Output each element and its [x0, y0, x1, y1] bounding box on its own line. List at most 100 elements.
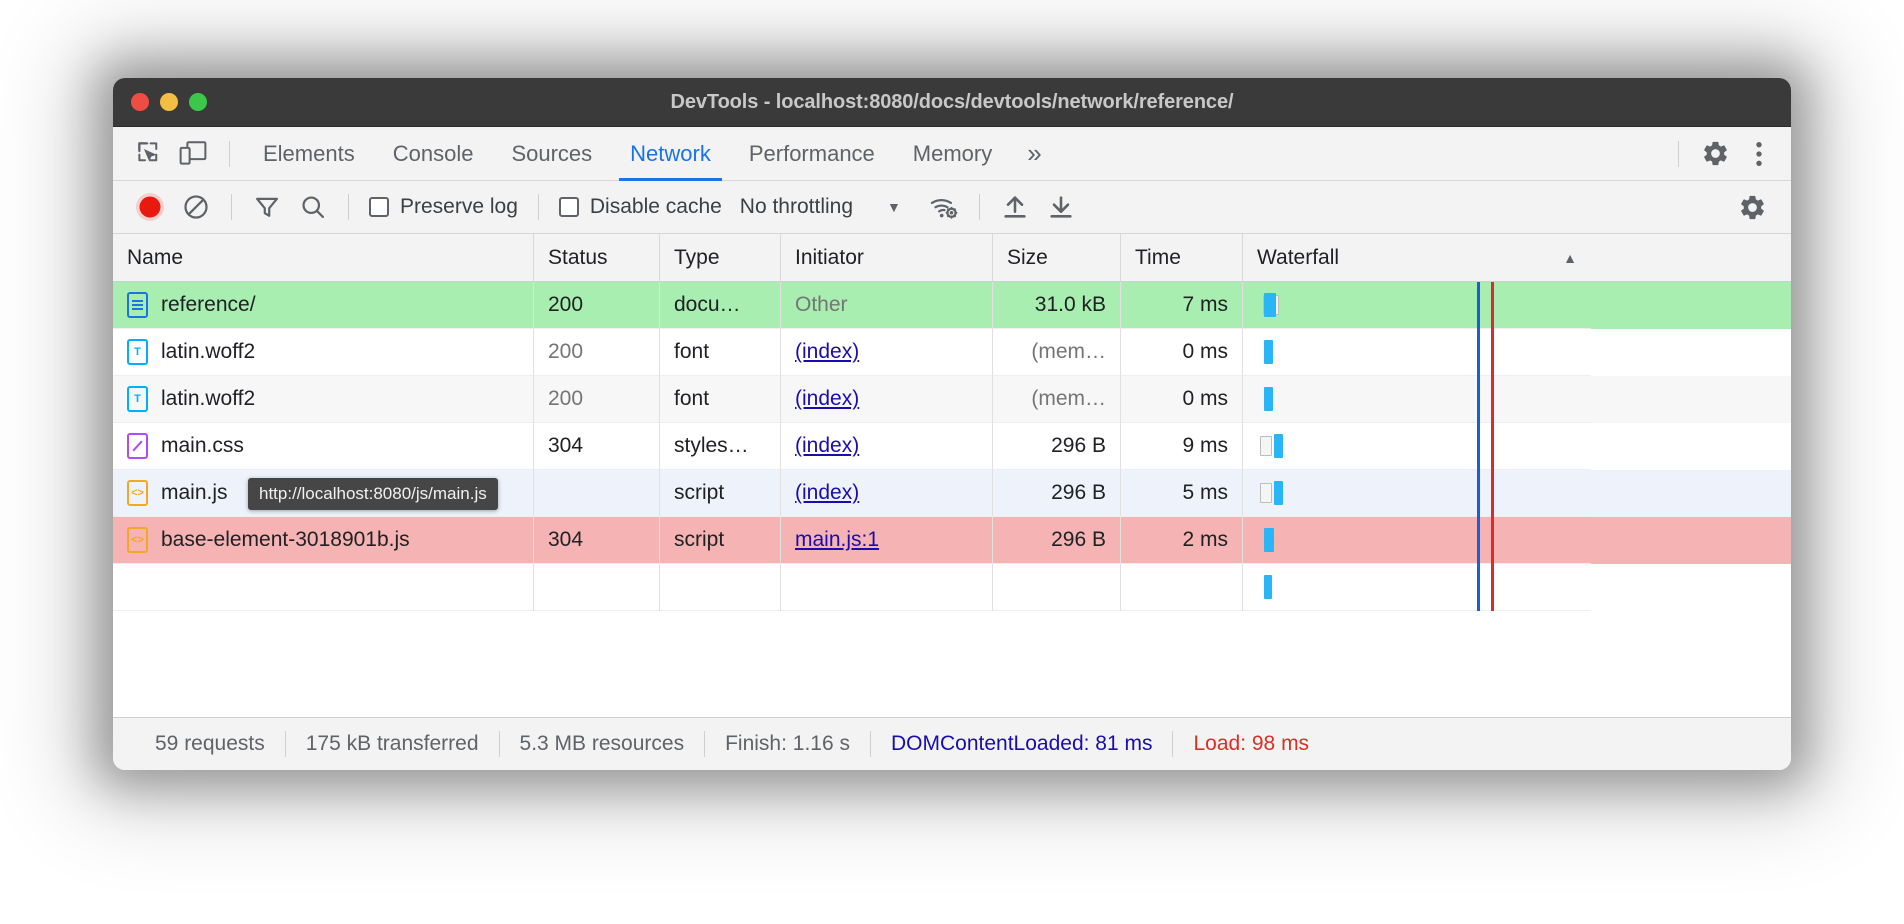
upload-arrow-icon[interactable]: [992, 186, 1038, 228]
checkbox-box[interactable]: [369, 197, 389, 217]
more-vertical-icon[interactable]: [1737, 134, 1781, 174]
cell-type: script: [660, 517, 781, 564]
cell-time: 0 ms: [1121, 376, 1243, 423]
table-row[interactable]: <> main.js http://localhost:8080/js/main…: [113, 470, 1791, 517]
column-header-type[interactable]: Type: [660, 234, 781, 281]
tab-label: Network: [630, 140, 711, 166]
cell-type: font: [660, 376, 781, 423]
cell-waterfall: [1243, 282, 1591, 329]
minimize-button[interactable]: [160, 93, 178, 111]
clear-icon[interactable]: [173, 186, 219, 228]
font-icon: T: [127, 386, 148, 412]
window-controls: [131, 93, 207, 111]
cell-size: 296 B: [993, 517, 1121, 564]
tab-label: Sources: [511, 140, 593, 166]
summary-finish: Finish: 1.16 s: [725, 732, 850, 755]
initiator-link[interactable]: (index): [795, 481, 860, 504]
initiator-link[interactable]: (index): [795, 387, 860, 410]
cell-initiator[interactable]: main.js:1: [781, 517, 993, 564]
throttling-select[interactable]: No throttling ▼: [730, 195, 911, 219]
cell-waterfall: [1243, 517, 1591, 564]
waterfall-bar: [1264, 340, 1273, 364]
record-button[interactable]: [127, 186, 173, 228]
filter-funnel-icon[interactable]: [244, 186, 290, 228]
summary-load: Load: 98 ms: [1193, 732, 1310, 755]
initiator-link[interactable]: (index): [795, 434, 860, 457]
gear-icon[interactable]: [1693, 134, 1737, 174]
checkbox-box[interactable]: [558, 197, 579, 217]
column-header-size[interactable]: Size: [993, 234, 1121, 281]
toolbar-divider: [348, 194, 349, 220]
disable-cache-checkbox[interactable]: Disable cache: [551, 195, 730, 219]
column-label: Name: [127, 245, 184, 269]
tab-memory[interactable]: Memory: [894, 127, 1011, 181]
request-name: latin.woff2: [161, 387, 256, 410]
cell-waterfall: [1243, 564, 1591, 611]
cell-type: script: [660, 470, 781, 517]
column-header-initiator[interactable]: Initiator: [781, 234, 993, 281]
more-tabs-icon[interactable]: »: [1027, 138, 1042, 168]
cell-time: 0 ms: [1121, 329, 1243, 376]
cell-name: T latin.woff2: [113, 329, 534, 376]
table-row[interactable]: T latin.woff2 200 font (index) (mem… 0 m…: [113, 329, 1791, 376]
column-header-time[interactable]: Time: [1121, 234, 1243, 281]
network-filter-toolbar: Preserve log Disable cache No throttling…: [113, 181, 1791, 234]
maximize-button[interactable]: [189, 93, 207, 111]
tab-sources[interactable]: Sources: [492, 127, 611, 181]
cell-waterfall: [1243, 423, 1591, 470]
devtools-tab-bar: Elements Console Sources Network Perform…: [113, 127, 1791, 181]
cell-initiator[interactable]: (index): [781, 470, 993, 517]
cell-size: (mem…: [993, 376, 1121, 423]
table-row[interactable]: main.css 304 styles… (index) 296 B 9 ms: [113, 423, 1791, 470]
cell-name: [113, 564, 534, 611]
waterfall-connection-bar: [1260, 436, 1272, 456]
throttling-value: No throttling: [739, 195, 854, 218]
waterfall-bar: [1264, 528, 1274, 552]
table-row[interactable]: reference/ 200 docu… Other 31.0 kB 7 ms: [113, 282, 1791, 329]
summary-divider: [704, 731, 706, 757]
wifi-settings-icon[interactable]: [921, 186, 967, 228]
cell-initiator[interactable]: (index): [781, 423, 993, 470]
initiator-link[interactable]: main.js:1: [795, 528, 880, 551]
column-label: Type: [674, 245, 720, 269]
summary-transferred: 175 kB transferred: [305, 732, 479, 755]
request-name: latin.woff2: [161, 340, 256, 363]
summary-divider: [870, 731, 871, 757]
toolbar-divider: [537, 194, 539, 220]
search-icon[interactable]: [290, 186, 336, 228]
cell-status: [534, 564, 660, 611]
cell-initiator: Other: [781, 282, 993, 329]
toolbar-divider: [978, 194, 980, 220]
inspect-element-icon[interactable]: [127, 134, 171, 174]
tab-network[interactable]: Network: [611, 127, 730, 181]
waterfall-bar: [1264, 293, 1276, 317]
column-label: Initiator: [795, 245, 864, 269]
column-header-status[interactable]: Status: [534, 234, 660, 281]
cell-size: 296 B: [993, 470, 1121, 517]
cell-waterfall: [1243, 470, 1591, 517]
download-arrow-icon[interactable]: [1038, 186, 1084, 228]
preserve-log-checkbox[interactable]: Preserve log: [361, 195, 526, 219]
cell-waterfall: [1243, 376, 1591, 423]
chevron-down-icon: ▼: [887, 199, 901, 215]
network-settings-gear-icon[interactable]: [1729, 186, 1775, 228]
tab-performance[interactable]: Performance: [730, 127, 894, 181]
script-icon: <>: [127, 480, 148, 506]
cell-initiator[interactable]: (index): [781, 329, 993, 376]
close-button[interactable]: [131, 93, 149, 111]
initiator-link[interactable]: (index): [795, 340, 860, 363]
tab-elements[interactable]: Elements: [244, 127, 374, 181]
summary-resources: 5.3 MB resources: [519, 732, 685, 755]
device-toolbar-icon[interactable]: [171, 134, 215, 174]
tab-console[interactable]: Console: [374, 127, 493, 181]
toolbar-divider: [1678, 140, 1679, 167]
panel-tabs: Elements Console Sources Network Perform…: [244, 127, 1058, 181]
column-header-waterfall[interactable]: Waterfall ▲: [1243, 234, 1591, 281]
table-row[interactable]: T latin.woff2 200 font (index) (mem… 0 m…: [113, 376, 1791, 423]
column-header-name[interactable]: Name: [113, 234, 534, 281]
table-row[interactable]: <> base-element-3018901b.js 304 script m…: [113, 517, 1791, 564]
cell-name: main.css: [113, 423, 534, 470]
preserve-log-label: Preserve log: [400, 195, 518, 218]
cell-initiator[interactable]: (index): [781, 376, 993, 423]
